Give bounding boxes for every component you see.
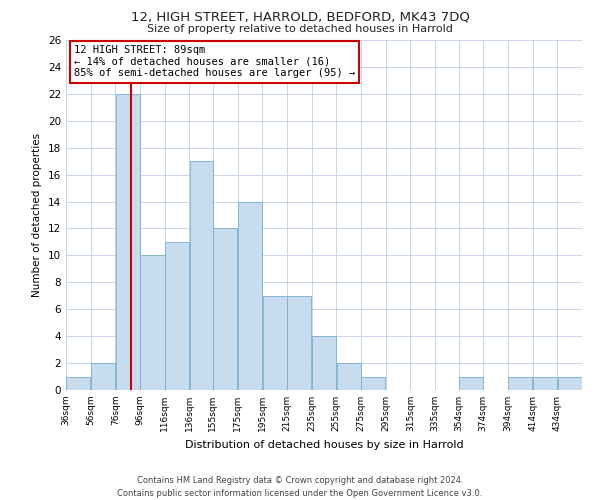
Bar bbox=[116, 94, 140, 390]
Bar bbox=[459, 376, 483, 390]
Bar bbox=[361, 376, 385, 390]
Bar bbox=[287, 296, 311, 390]
Text: Contains HM Land Registry data © Crown copyright and database right 2024.
Contai: Contains HM Land Registry data © Crown c… bbox=[118, 476, 482, 498]
Bar bbox=[508, 376, 532, 390]
Bar bbox=[190, 161, 212, 390]
Bar bbox=[533, 376, 557, 390]
Bar bbox=[312, 336, 336, 390]
Bar bbox=[557, 376, 582, 390]
Bar bbox=[213, 228, 238, 390]
Text: Size of property relative to detached houses in Harrold: Size of property relative to detached ho… bbox=[147, 24, 453, 34]
Text: 12 HIGH STREET: 89sqm
← 14% of detached houses are smaller (16)
85% of semi-deta: 12 HIGH STREET: 89sqm ← 14% of detached … bbox=[74, 46, 355, 78]
Bar bbox=[337, 363, 361, 390]
Bar bbox=[263, 296, 287, 390]
Bar bbox=[66, 376, 91, 390]
Y-axis label: Number of detached properties: Number of detached properties bbox=[32, 133, 43, 297]
Text: 12, HIGH STREET, HARROLD, BEDFORD, MK43 7DQ: 12, HIGH STREET, HARROLD, BEDFORD, MK43 … bbox=[131, 11, 469, 24]
Bar bbox=[91, 363, 115, 390]
Bar bbox=[238, 202, 262, 390]
X-axis label: Distribution of detached houses by size in Harrold: Distribution of detached houses by size … bbox=[185, 440, 463, 450]
Bar bbox=[140, 256, 164, 390]
Bar bbox=[165, 242, 189, 390]
